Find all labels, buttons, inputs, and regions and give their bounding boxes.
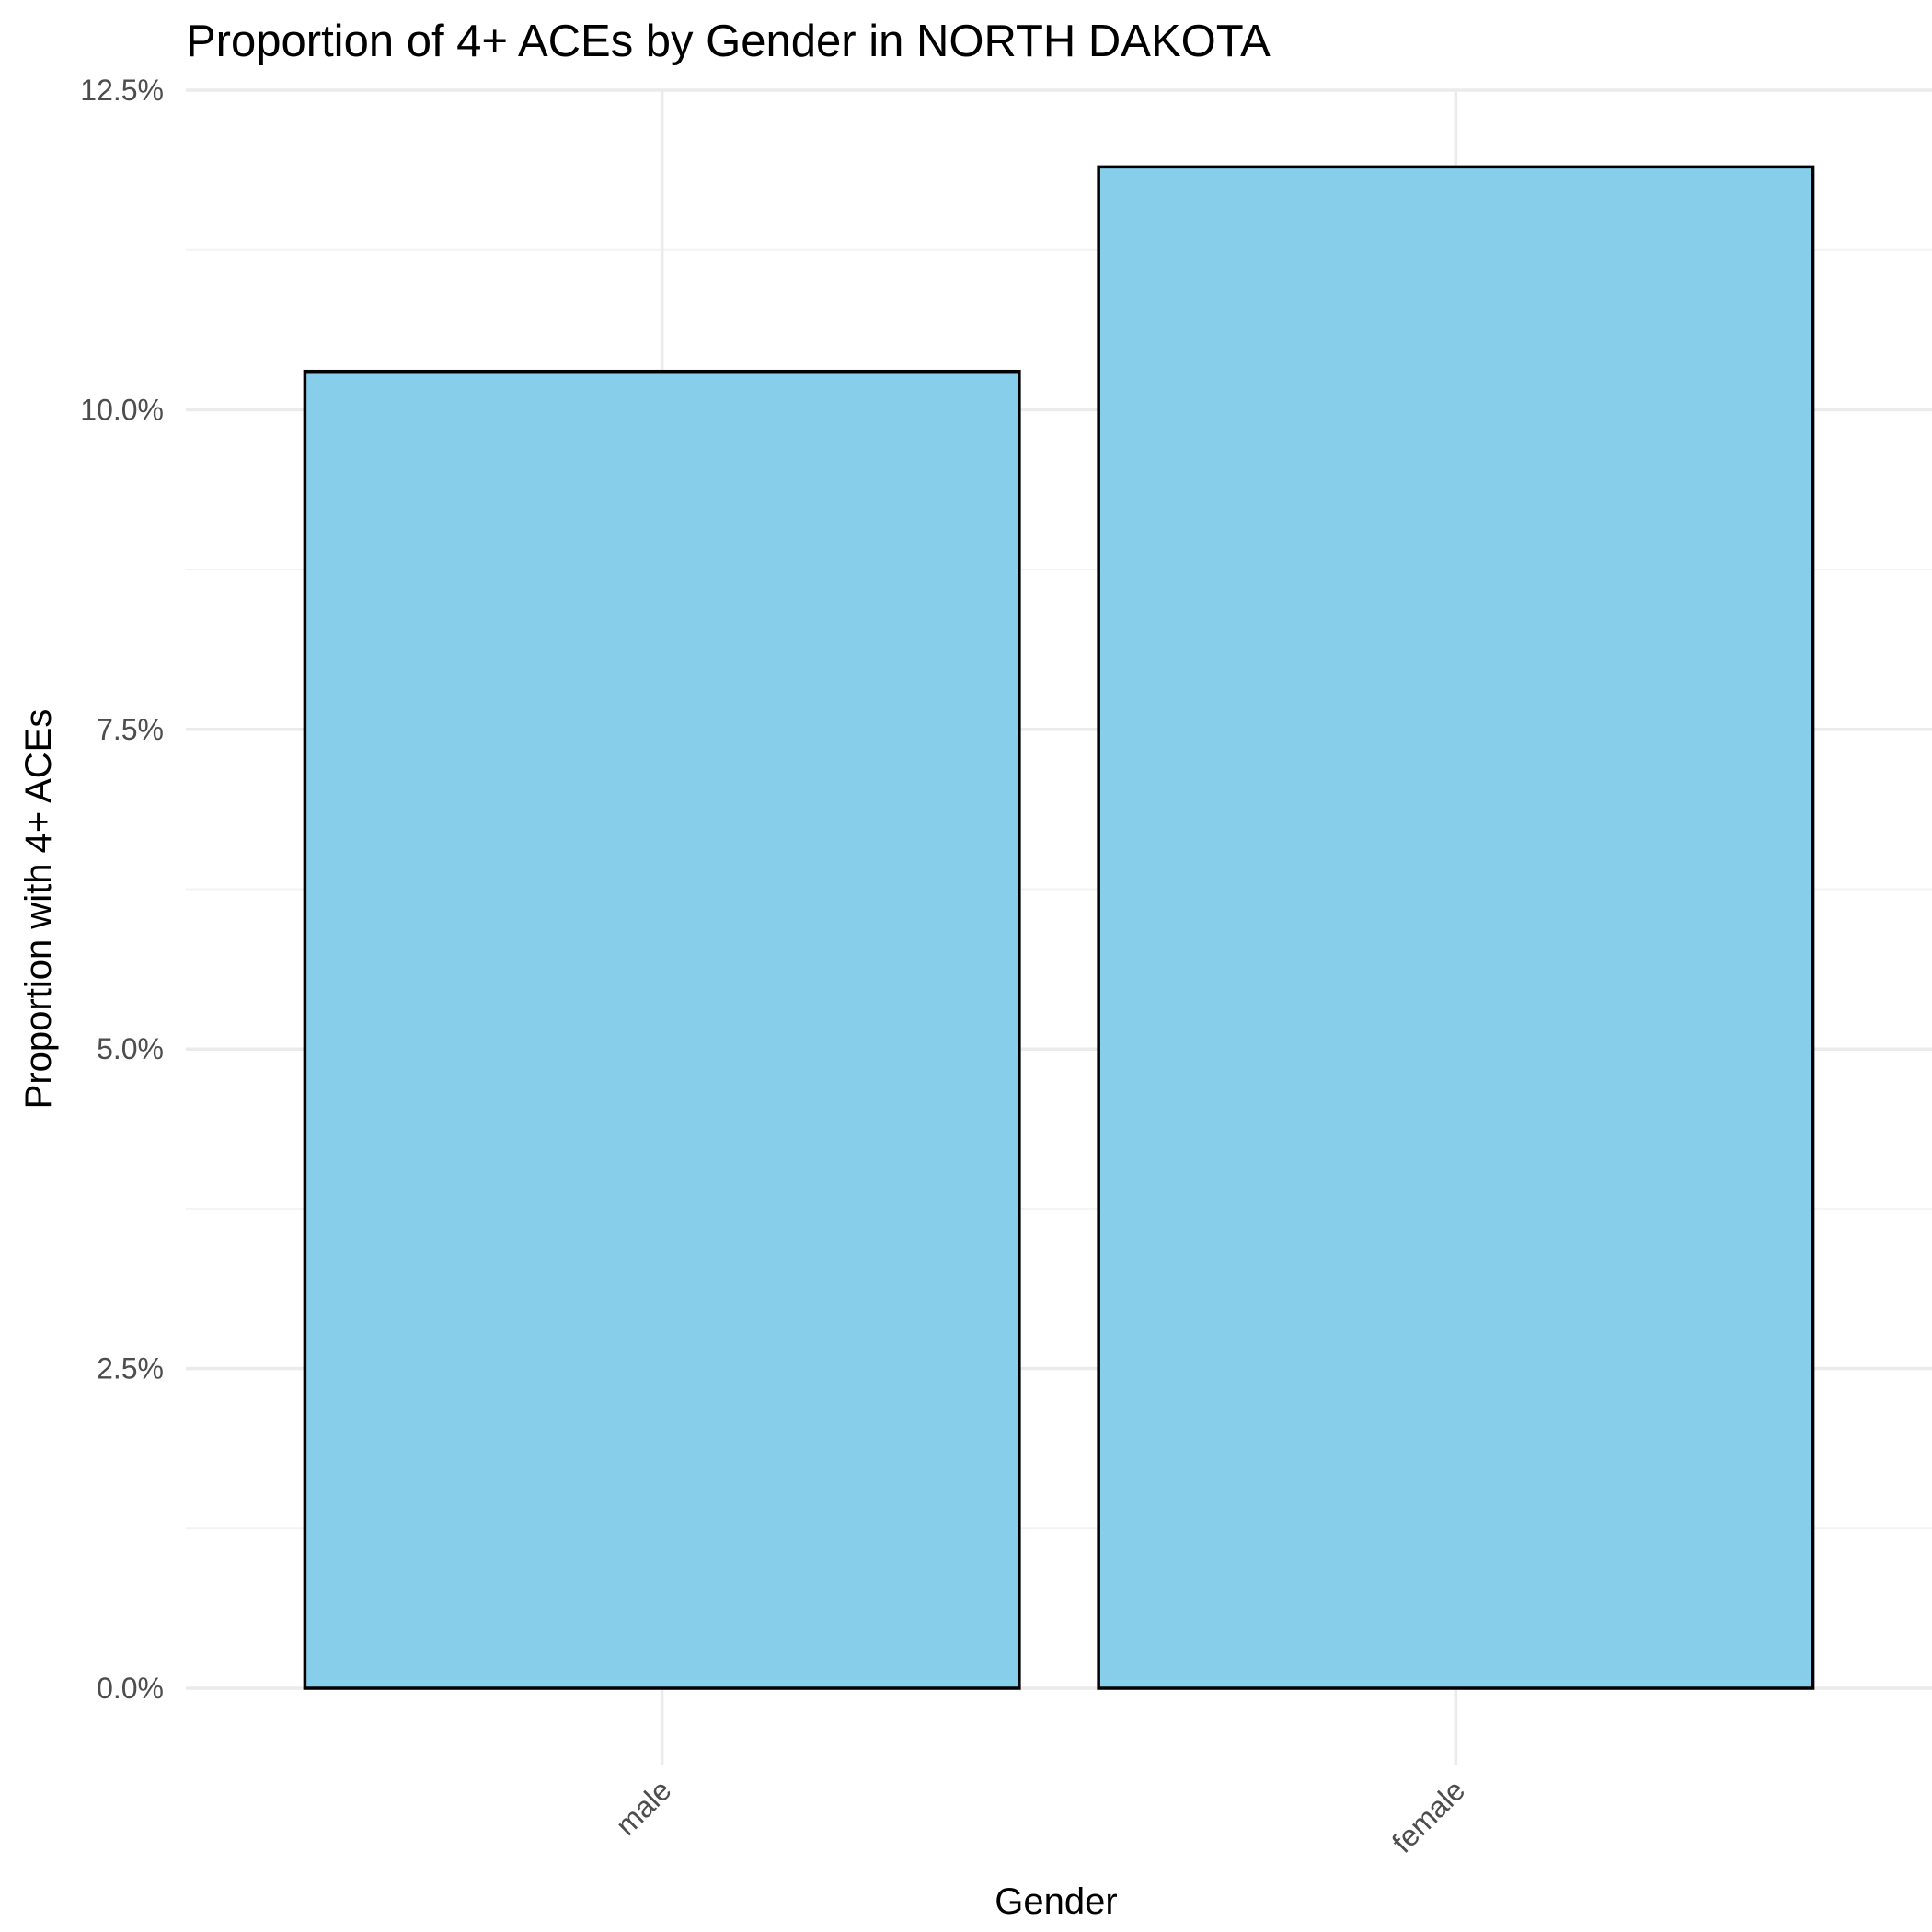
bar-female <box>1097 165 1815 1690</box>
y-axis-ticks: 0.0% 2.5% 5.0% 7.5% 10.0% 12.5% <box>80 74 164 1705</box>
bar-male <box>303 369 1021 1690</box>
chart-title: Proportion of 4+ ACEs by Gender in NORTH… <box>186 17 1271 66</box>
y-tick-label: 10.0% <box>80 393 164 426</box>
y-tick-label: 5.0% <box>97 1032 164 1065</box>
y-tick-label: 0.0% <box>97 1672 164 1705</box>
y-tick-label: 7.5% <box>97 713 164 746</box>
x-axis-title: Gender <box>995 1881 1117 1922</box>
y-tick-label: 2.5% <box>97 1352 164 1386</box>
y-axis-title: Proportion with 4+ ACEs <box>18 709 59 1110</box>
bars <box>303 165 1815 1690</box>
y-tick-label: 12.5% <box>80 74 164 107</box>
